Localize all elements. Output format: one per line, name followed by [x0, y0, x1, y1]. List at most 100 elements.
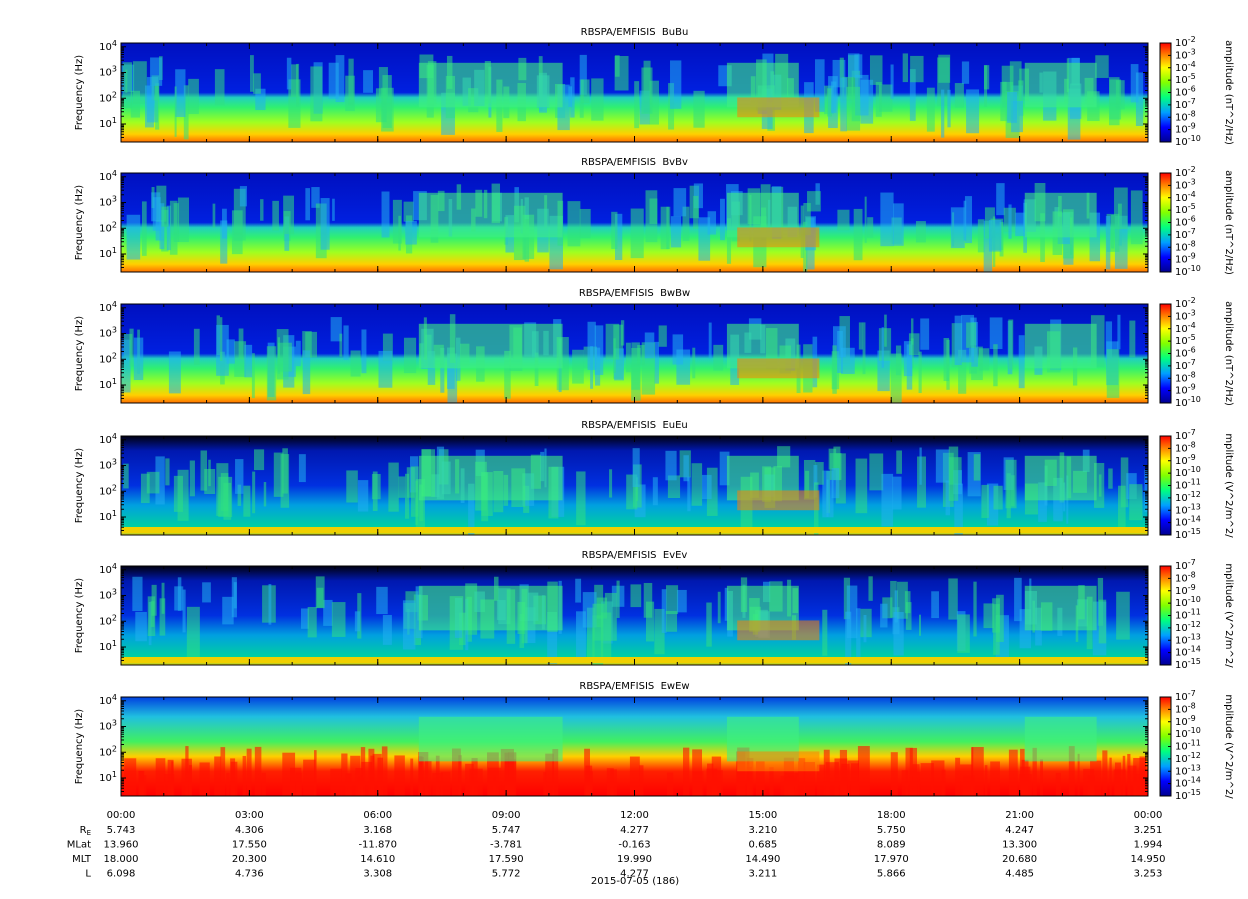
colorbar-tick-label-exponent: -9 [1188, 713, 1196, 722]
y-tick-label-exponent: 2 [112, 744, 117, 753]
emission-patch [1024, 716, 1097, 762]
y-tick-label-exponent: 4 [112, 299, 117, 308]
texture [295, 340, 301, 367]
texture [591, 78, 604, 121]
colorbar-label: amplitude (nT^2/Hz) [1223, 301, 1234, 406]
texture [644, 332, 655, 359]
texture [901, 770, 908, 796]
texture [814, 462, 824, 485]
texture [219, 317, 223, 361]
colorbar-tick-label: 10-8 [1175, 109, 1196, 124]
texture [261, 772, 266, 796]
colorbar-tick-label: 10-3 [1175, 177, 1196, 192]
colorbar-tick-label: 10-8 [1175, 370, 1196, 385]
y-tick-label-exponent: 4 [112, 38, 117, 47]
colorbar-tick-label-base: 10 [1175, 505, 1188, 516]
colorbar-tick-label-exponent: -5 [1188, 72, 1196, 81]
texture [943, 338, 950, 382]
texture [372, 753, 382, 796]
colorbar-tick-label-base: 10 [1175, 717, 1188, 728]
texture [993, 344, 998, 387]
texture [803, 459, 816, 500]
y-tick-label-base: 10 [99, 380, 112, 391]
ephemeris-value: 17.550 [232, 840, 267, 851]
colorbar-tick-label-base: 10 [1175, 443, 1188, 454]
texture [175, 69, 186, 117]
colorbar-tick-label-base: 10 [1175, 361, 1188, 372]
texture [328, 62, 339, 99]
texture [185, 746, 189, 796]
ephemeris-value: 3.253 [1134, 869, 1163, 880]
texture [833, 446, 841, 481]
texture [719, 451, 730, 486]
texture [964, 196, 973, 244]
colorbar-tick-label-exponent: -10 [1188, 465, 1201, 474]
texture [856, 608, 861, 663]
colorbar-tick-label: 10-10 [1175, 465, 1201, 480]
texture [161, 209, 169, 252]
texture [724, 587, 729, 621]
colorbar-tick-label-base: 10 [1175, 168, 1188, 179]
y-tick-label-base: 10 [99, 93, 112, 104]
ephemeris-value: 20.680 [1002, 854, 1037, 865]
texture [955, 757, 961, 796]
colorbar-tick-label-exponent: -7 [1188, 226, 1196, 235]
texture [419, 484, 424, 522]
colorbar-tick-label: 10-7 [1175, 558, 1196, 573]
texture [645, 601, 655, 642]
colorbar-tick-label-exponent: -8 [1188, 440, 1196, 449]
spectrogram-image [121, 436, 1148, 535]
ephemeris-name-text: MLat [67, 840, 91, 851]
texture [698, 217, 711, 261]
texture [282, 752, 296, 796]
texture [251, 353, 255, 399]
texture [363, 70, 373, 93]
colorbar-tick-label-exponent: -8 [1188, 239, 1196, 248]
texture [896, 581, 908, 619]
texture [182, 589, 186, 633]
texture [1127, 753, 1131, 796]
texture [693, 195, 699, 229]
colorbar-tick-label-base: 10 [1175, 373, 1188, 384]
colorbar-tick-label: 10-10 [1175, 264, 1201, 279]
texture [823, 749, 830, 796]
colorbar-tick-label-exponent: -10 [1188, 264, 1201, 273]
texture [171, 761, 174, 796]
colorbar-tick-label-exponent: -15 [1188, 788, 1201, 797]
texture [1111, 214, 1115, 249]
y-tick-label-exponent: 3 [112, 194, 117, 203]
texture [643, 582, 653, 618]
colorbar-tick-label-base: 10 [1175, 660, 1188, 671]
texture [832, 345, 837, 394]
colorbar-tick-label-base: 10 [1175, 180, 1188, 191]
colorbar-tick-label-exponent: -8 [1188, 370, 1196, 379]
ephemeris-name-text: MLT [72, 854, 92, 865]
colorbar-tick-label-base: 10 [1175, 493, 1188, 504]
texture [896, 450, 902, 474]
texture [381, 191, 390, 238]
ephemeris-value: 20.300 [232, 854, 267, 865]
texture [161, 582, 165, 614]
texture [174, 586, 184, 611]
texture [1068, 746, 1075, 796]
colorbar-tick-label: 10-11 [1175, 738, 1201, 753]
colorbar-tick-label-base: 10 [1175, 125, 1188, 136]
texture [971, 747, 974, 796]
texture [837, 209, 850, 231]
colorbar-tick-label-base: 10 [1175, 137, 1188, 148]
colorbar-tick-label-exponent: -11 [1188, 607, 1201, 616]
texture [641, 67, 653, 114]
colorbar-tick-label-exponent: -6 [1188, 214, 1196, 223]
spectrogram-image [121, 173, 1148, 272]
texture [890, 752, 898, 796]
texture [1114, 762, 1121, 796]
texture [960, 764, 973, 796]
texture [263, 482, 267, 507]
ephemeris-value: 3.210 [749, 825, 778, 836]
texture [910, 55, 924, 83]
texture [403, 201, 414, 222]
colorbar-label: mplitude (V^2/m^2/ [1223, 694, 1234, 799]
texture [140, 473, 150, 504]
texture [220, 473, 229, 511]
texture [869, 55, 883, 85]
